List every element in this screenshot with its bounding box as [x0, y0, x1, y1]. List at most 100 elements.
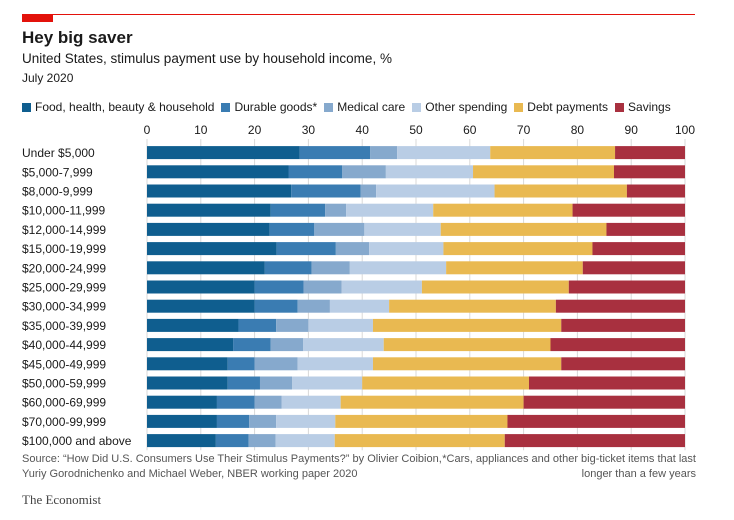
bar-segment — [341, 280, 422, 294]
x-tick-label: 70 — [517, 123, 531, 137]
x-tick-label: 90 — [625, 123, 639, 137]
bar-segment — [303, 338, 384, 352]
bar-segment — [613, 165, 685, 179]
bar-segment — [383, 338, 551, 352]
bar-segment — [615, 146, 685, 160]
bar-segment — [216, 395, 255, 409]
bar-segment — [254, 280, 304, 294]
bar-segment — [308, 318, 373, 332]
bar-segment — [561, 357, 685, 371]
bar-segment — [572, 203, 685, 217]
bar-segment — [340, 395, 524, 409]
bar-segment — [592, 242, 685, 256]
bar-segment — [550, 338, 685, 352]
legend-label: Other spending — [425, 100, 508, 114]
legend-label: Savings — [628, 100, 671, 114]
bar-segment — [147, 434, 216, 448]
bar-segment — [297, 299, 330, 313]
bar-segment — [281, 395, 341, 409]
x-tick-label: 0 — [144, 123, 151, 137]
bar-segment — [147, 357, 228, 371]
x-tick-label: 20 — [248, 123, 262, 137]
bar-segment — [147, 338, 234, 352]
bar-segment — [270, 338, 304, 352]
bar-segment — [147, 242, 277, 256]
bar-segment — [473, 165, 614, 179]
bar-segment — [626, 184, 685, 198]
bar-segment — [364, 222, 441, 236]
bar-segment — [233, 338, 271, 352]
bar-segment — [291, 184, 361, 198]
bar-segment — [372, 318, 562, 332]
chart-title: Hey big saver — [22, 28, 133, 47]
legend-label: Medical care — [337, 100, 406, 114]
bar-segment — [147, 299, 255, 313]
category-label: $20,000-24,999 — [22, 261, 106, 275]
bar-segment — [227, 357, 255, 371]
bar-segment — [606, 222, 685, 236]
bar-segment — [568, 280, 685, 294]
bar-segment — [288, 165, 343, 179]
bar-segment — [334, 434, 505, 448]
bar-segment — [254, 357, 298, 371]
source-note: Source: “How Did U.S. Consumers Use Thei… — [22, 453, 442, 480]
bar-segment — [362, 376, 529, 390]
bar-segment — [421, 280, 569, 294]
legend-item: Durable goods* — [221, 100, 317, 114]
legend-item: Food, health, beauty & household — [22, 100, 214, 114]
legend-swatch — [514, 103, 524, 112]
bar-segment — [446, 261, 583, 275]
chart-legend: Food, health, beauty & household Durable … — [22, 100, 678, 114]
top-rule — [22, 14, 695, 15]
bar-segment — [275, 434, 335, 448]
category-label: $50,000-59,999 — [22, 377, 106, 391]
bar-segment — [147, 184, 292, 198]
x-tick-label: 100 — [675, 123, 695, 137]
category-label: $15,000-19,999 — [22, 242, 106, 256]
legend-label: Debt payments — [527, 100, 609, 114]
legend-item: Other spending — [412, 100, 507, 114]
bar-segment — [528, 376, 685, 390]
bar-segment — [270, 203, 326, 217]
category-label: $60,000-69,999 — [22, 396, 106, 410]
chart-date: July 2020 — [22, 71, 74, 85]
bar-segment — [147, 280, 255, 294]
brand-logo: The Economist — [22, 492, 102, 507]
bar-segment — [335, 414, 508, 428]
bar-segment — [299, 146, 371, 160]
bar-segment — [311, 261, 350, 275]
bar-segment — [147, 222, 270, 236]
bar-segment — [523, 395, 685, 409]
bar-segment — [215, 434, 249, 448]
category-labels: Under $5,000 $5,000-7,999 $8,000-9,999 $10,… — [22, 146, 132, 448]
category-label: $100,000 and above — [22, 434, 132, 448]
bar-segment — [276, 318, 309, 332]
x-tick-labels: 0 10 20 30 40 50 60 70 80 90 100 — [144, 123, 696, 137]
bar-segment — [238, 318, 277, 332]
x-tick-label: 10 — [194, 123, 208, 137]
bar-segment — [303, 280, 342, 294]
bar-segment — [443, 242, 593, 256]
legend-swatch — [412, 103, 422, 112]
bar-segment — [325, 203, 347, 217]
legend-swatch — [22, 103, 31, 112]
bar-segment — [389, 299, 556, 313]
bar-segment — [276, 414, 336, 428]
bar-segment — [555, 299, 685, 313]
bar-segment — [254, 395, 282, 409]
category-label: $45,000-49,999 — [22, 357, 106, 371]
bar-segment — [147, 165, 289, 179]
legend-label: Food, health, beauty & household — [35, 100, 215, 114]
category-label: $5,000-7,999 — [22, 165, 93, 179]
bar-segment — [372, 357, 562, 371]
bar-segment — [147, 414, 217, 428]
legend-swatch — [324, 103, 334, 112]
legend-swatch — [615, 103, 625, 112]
bar-segment — [276, 242, 336, 256]
bar-segment — [376, 184, 495, 198]
category-label: $30,000-34,999 — [22, 300, 106, 314]
bar-segment — [494, 184, 627, 198]
category-label: $70,000-99,999 — [22, 415, 106, 429]
bar-segment — [346, 203, 434, 217]
